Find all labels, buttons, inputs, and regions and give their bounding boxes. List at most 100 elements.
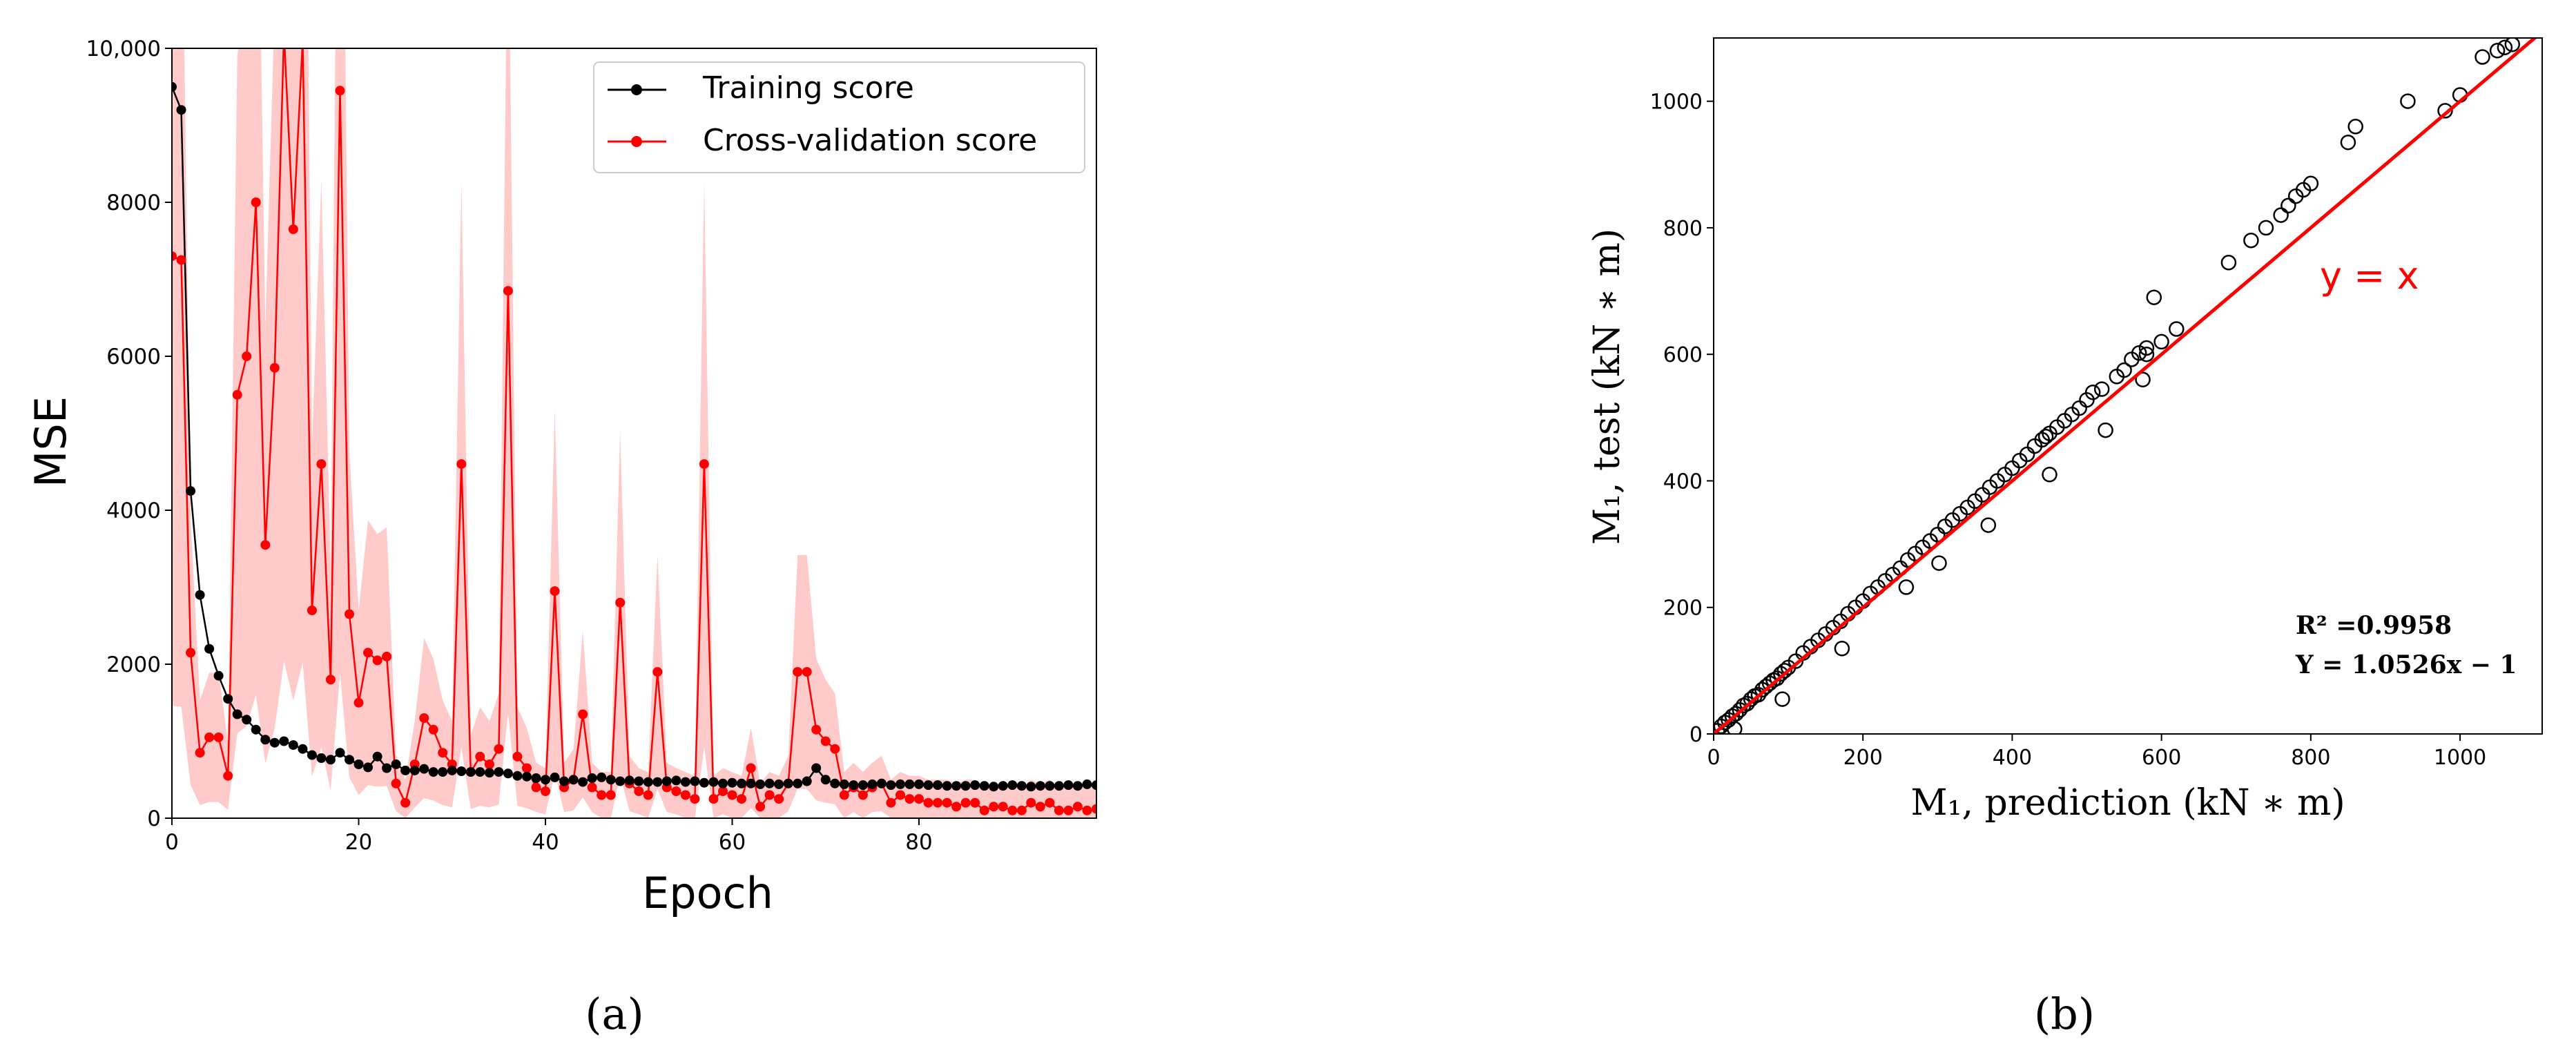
data-point-training xyxy=(260,735,271,745)
data-point-cv xyxy=(1007,805,1018,815)
scatter-point xyxy=(2340,134,2356,151)
data-point-training xyxy=(428,767,438,777)
scatter-point xyxy=(2153,333,2169,350)
data-point-cv xyxy=(1054,805,1064,815)
x-tick-label: 80 xyxy=(905,830,932,855)
plot-frame xyxy=(171,48,1097,819)
scatter-point xyxy=(1980,517,1997,533)
data-point-cv xyxy=(634,786,644,796)
data-point-training xyxy=(699,777,709,788)
data-point-training xyxy=(438,767,448,777)
x-tick-label: 0 xyxy=(1707,746,1720,770)
scatter-point xyxy=(2138,340,2155,356)
data-point-cv xyxy=(755,802,766,812)
data-point-training xyxy=(951,781,962,791)
r-squared-annotation: R² =0.9958 xyxy=(2296,611,2452,640)
scatter-point xyxy=(2042,467,2057,483)
scatter-point xyxy=(2037,429,2054,445)
data-point-cv xyxy=(494,744,504,754)
data-point-cv xyxy=(391,778,401,788)
data-point-training xyxy=(764,778,775,788)
data-point-training xyxy=(774,779,784,789)
data-point-training xyxy=(559,776,570,786)
data-point-cv xyxy=(951,802,962,812)
axis-ticks: 0 20 40 60 80 0 2000 4000 6000 8000 10,000 xyxy=(86,37,933,855)
reference-line-label: y = x xyxy=(2320,254,2419,298)
data-point-cv xyxy=(1035,802,1045,812)
x-tick-label: 200 xyxy=(1843,746,1883,770)
data-point-training xyxy=(802,776,812,786)
scatter-point xyxy=(2116,362,2132,378)
data-point-cv xyxy=(279,28,289,38)
data-point-cv xyxy=(746,763,756,773)
data-point-training xyxy=(849,780,859,791)
data-point-training xyxy=(176,105,186,115)
data-point-cv xyxy=(998,802,1008,812)
data-point-cv xyxy=(793,667,803,677)
y-axis-label-b: M₁, test (kN ∗ m) xyxy=(1587,229,1628,545)
data-point-training xyxy=(288,740,298,751)
scatter-point xyxy=(2347,119,2363,135)
scatter-point xyxy=(2504,38,2521,52)
data-point-cv xyxy=(914,794,924,804)
data-point-training xyxy=(456,766,467,776)
x-axis-label: Epoch xyxy=(642,868,773,918)
x-tick-label: 60 xyxy=(719,830,746,855)
data-point-training xyxy=(419,764,429,774)
data-point-training xyxy=(325,755,336,765)
data-point-training xyxy=(587,773,597,783)
scatter-point xyxy=(2138,346,2155,362)
data-point-training xyxy=(578,777,588,787)
data-point-cv xyxy=(541,786,550,796)
data-point-cv xyxy=(652,667,663,677)
data-point-cv xyxy=(923,797,933,808)
data-point-training xyxy=(298,744,308,754)
data-point-training xyxy=(195,590,205,600)
data-point-cv xyxy=(811,724,822,735)
data-point-cv xyxy=(1082,805,1092,815)
panel-b-chart: 0 200 400 600 800 1000 0 200 400 600 800 1000 y = x… xyxy=(1587,37,2543,1039)
scatter-point xyxy=(2084,384,2101,400)
data-point-cv xyxy=(503,286,513,296)
data-point-training xyxy=(989,782,999,792)
x-tick-label: 20 xyxy=(345,830,372,855)
data-point-training xyxy=(793,778,803,788)
data-point-cv xyxy=(176,255,186,265)
data-point-cv xyxy=(522,763,532,773)
legend-label-cv: Cross-validation score xyxy=(703,123,1037,158)
scatter-point xyxy=(1727,721,1743,734)
legend: Training score Cross-validation score xyxy=(593,61,1085,173)
scatter-point xyxy=(2146,289,2162,305)
data-point-training xyxy=(242,715,252,725)
scatter-point xyxy=(2489,43,2506,59)
data-point-cv xyxy=(428,724,438,735)
x-tick-label: 0 xyxy=(165,830,179,855)
data-point-training xyxy=(830,778,840,788)
data-point-training xyxy=(979,781,989,791)
data-point-training xyxy=(820,775,831,785)
data-point-cv xyxy=(690,794,700,804)
data-point-cv xyxy=(895,790,905,800)
data-point-cv xyxy=(531,782,541,793)
data-point-training xyxy=(447,765,457,775)
data-point-cv xyxy=(970,797,980,808)
data-point-cv xyxy=(886,797,896,808)
data-point-training xyxy=(269,737,280,748)
scatter-point xyxy=(2400,93,2416,109)
x-tick-label: 1000 xyxy=(2434,746,2486,770)
data-point-cv xyxy=(363,648,373,658)
data-point-training xyxy=(867,779,878,789)
data-point-training xyxy=(484,768,494,778)
data-point-training xyxy=(522,771,532,782)
data-point-training xyxy=(316,753,327,763)
data-point-training xyxy=(550,772,560,782)
data-point-training xyxy=(1035,781,1045,791)
data-point-cv xyxy=(737,794,746,804)
x-axis-label-b: M₁, prediction (kN ∗ m) xyxy=(1910,782,2345,824)
data-point-training xyxy=(363,762,373,773)
data-point-training xyxy=(933,780,943,791)
data-point-cv xyxy=(942,797,952,808)
data-point-training xyxy=(1072,781,1083,791)
series-points xyxy=(172,28,1096,815)
data-point-cv xyxy=(578,709,588,719)
